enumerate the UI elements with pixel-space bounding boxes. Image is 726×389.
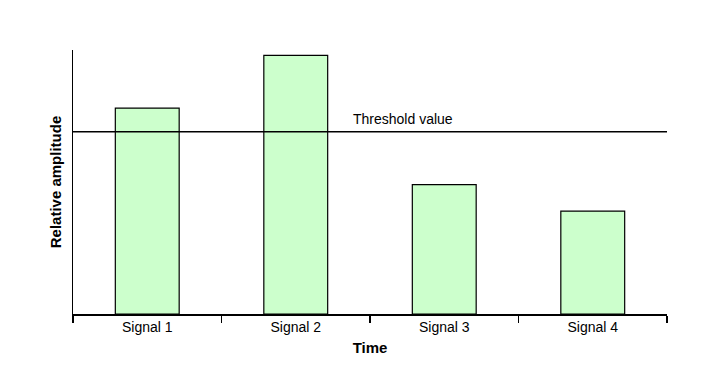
- svg-text:Signal 3: Signal 3: [419, 319, 470, 335]
- svg-text:Signal 2: Signal 2: [270, 319, 321, 335]
- svg-text:Signal 1: Signal 1: [122, 319, 173, 335]
- svg-text:Relative amplitude: Relative amplitude: [47, 116, 64, 249]
- svg-text:Time: Time: [353, 339, 388, 356]
- svg-text:Signal 4: Signal 4: [567, 319, 618, 335]
- svg-text:Threshold value: Threshold value: [353, 111, 453, 127]
